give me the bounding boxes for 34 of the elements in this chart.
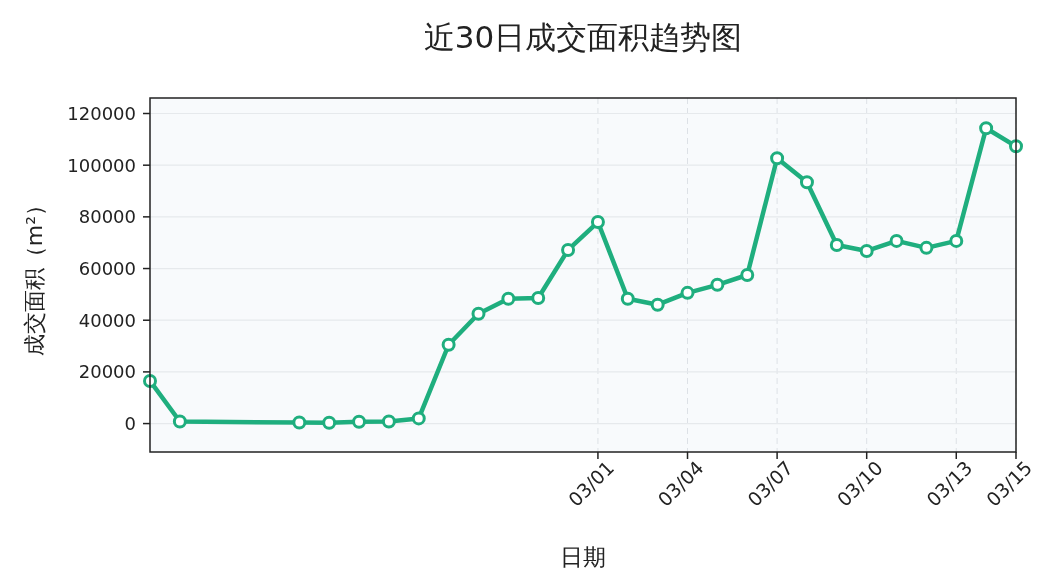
- point: [471, 306, 486, 321]
- point: [411, 411, 426, 426]
- y-axis-title: 成交面积（m²）: [22, 193, 47, 357]
- point: [680, 285, 695, 300]
- y-tick-label: 0: [124, 413, 136, 435]
- point: [322, 415, 337, 430]
- y-tick-label: 80000: [78, 206, 136, 228]
- point: [859, 243, 874, 258]
- point: [292, 415, 307, 430]
- point: [740, 268, 755, 282]
- point: [799, 175, 814, 190]
- y-tick-label: 40000: [78, 309, 136, 331]
- point: [710, 277, 725, 292]
- y-tick-label: 20000: [78, 361, 136, 383]
- point: [590, 215, 605, 230]
- point: [531, 291, 546, 305]
- point: [620, 291, 635, 306]
- y-tick-label: 100000: [67, 154, 136, 176]
- point: [501, 291, 516, 306]
- point: [979, 121, 994, 136]
- x-axis-title: 日期: [560, 544, 606, 570]
- point: [889, 233, 904, 248]
- y-tick-label: 120000: [67, 103, 136, 124]
- point: [441, 337, 456, 352]
- y-tick-label: 60000: [78, 258, 136, 280]
- point: [949, 233, 964, 248]
- chart-title: 近30日成交面积趋势图: [423, 19, 743, 55]
- point: [919, 240, 934, 255]
- point: [829, 238, 844, 253]
- point: [561, 242, 576, 257]
- point: [352, 414, 367, 429]
- point: [650, 297, 665, 312]
- point: [381, 414, 396, 429]
- point: [770, 151, 785, 166]
